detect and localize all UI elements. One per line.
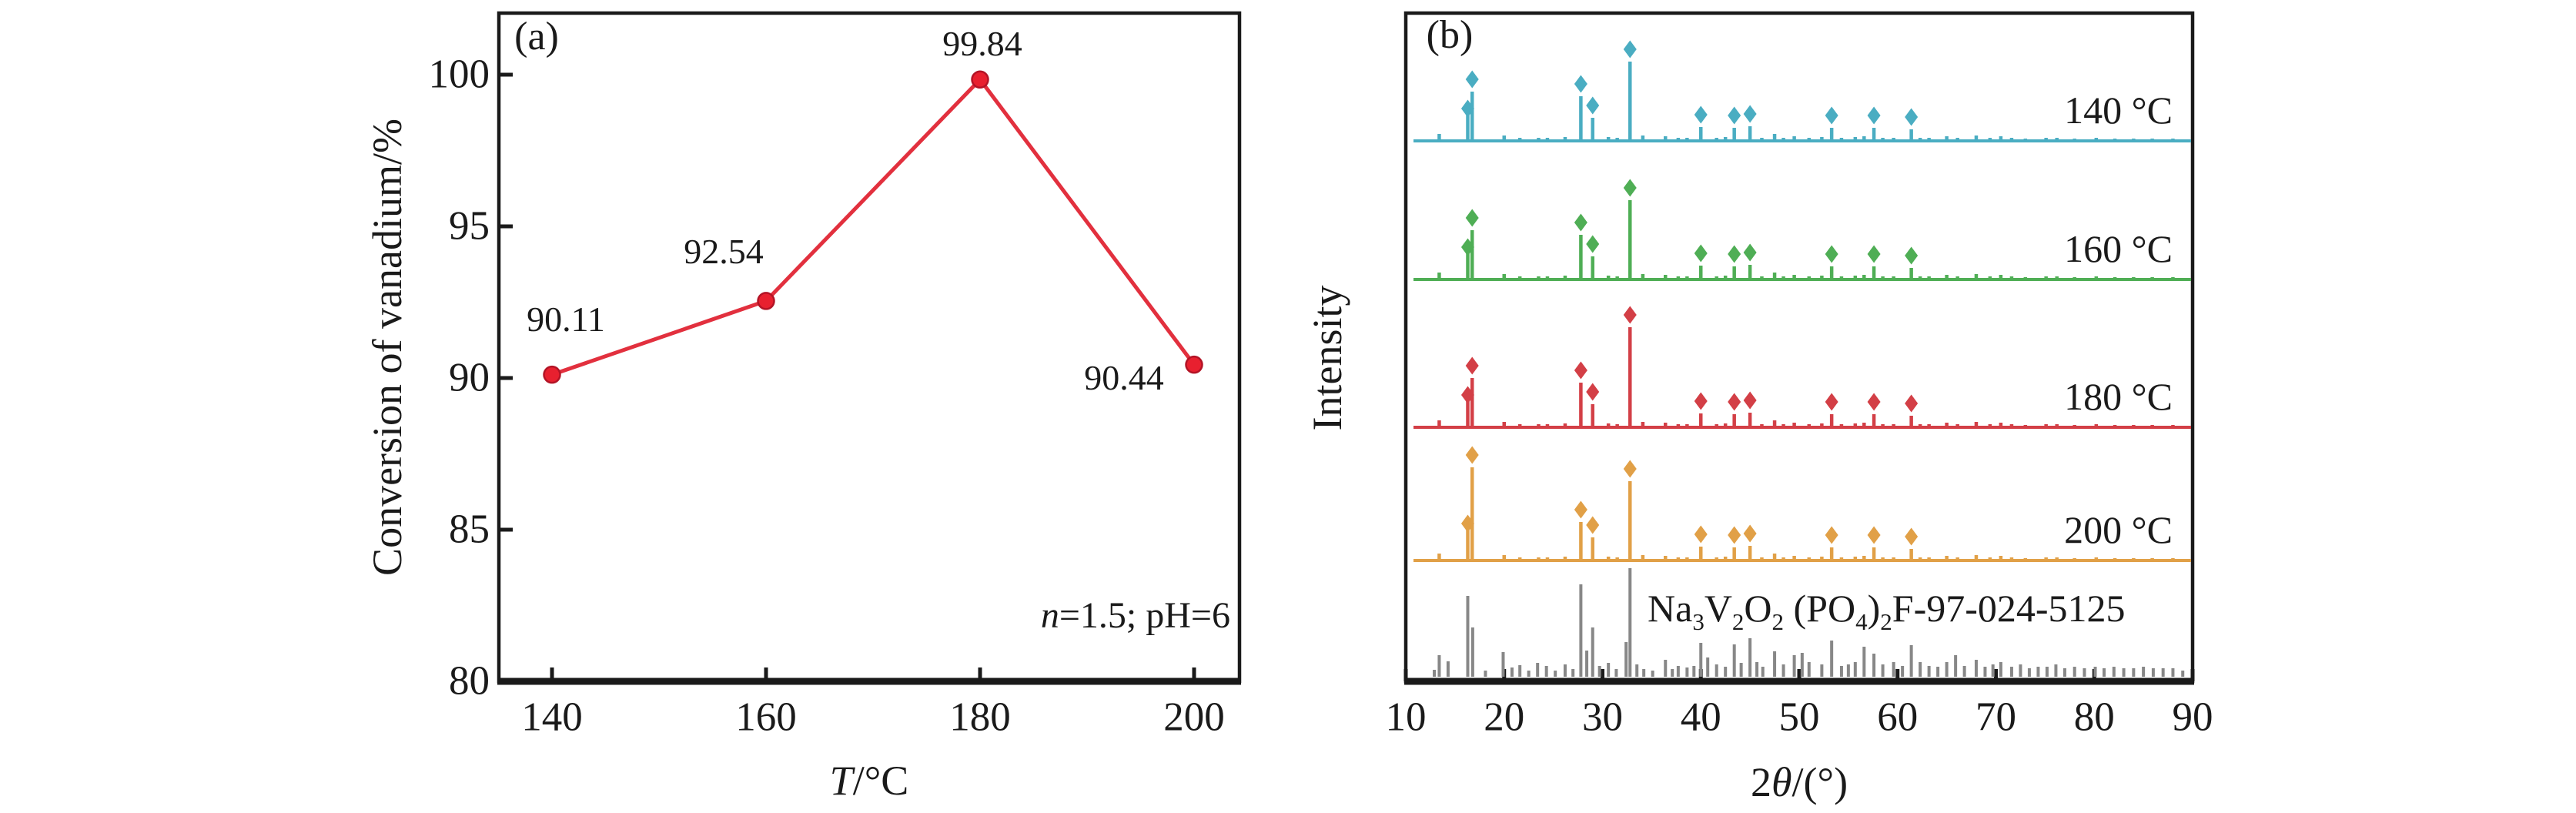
panel-a-x-tick-label-160: 160: [735, 694, 797, 740]
peak-marker-diamond-0-29: [1586, 96, 1600, 115]
peak-marker-diamond-3-32.8: [1623, 460, 1637, 478]
series-label-3: 200 °C: [2064, 508, 2173, 551]
conversion-point-140: [543, 365, 561, 384]
panel-b-x-tick-label-50: 50: [1778, 694, 1820, 740]
peak-marker-diamond-2-43.4: [1728, 393, 1741, 411]
panel-b-x-tick-label-90: 90: [2172, 694, 2213, 740]
peak-marker-diamond-1-45: [1743, 243, 1757, 262]
peak-marker-diamond-0-57.6: [1867, 106, 1881, 125]
reference-pattern-label: Na3V2O2 (PO4)2F-97-024-5125: [1648, 587, 2126, 635]
panel-a-tag: (a): [514, 15, 559, 59]
peak-marker-diamond-1-53.3: [1825, 245, 1838, 263]
point-value-label-1: 92.54: [684, 231, 764, 271]
peak-marker-diamond-3-53.3: [1825, 526, 1838, 544]
panel-a-y-tick-label-80: 80: [449, 658, 490, 704]
peak-marker-diamond-2-16.75: [1465, 356, 1479, 375]
peak-marker-diamond-3-61.4: [1905, 527, 1919, 546]
panel-b-x-tick-label-80: 80: [2073, 694, 2115, 740]
panel-a-y-tick-label-85: 85: [449, 507, 490, 552]
peak-marker-diamond-1-32.8: [1623, 179, 1637, 197]
panel-a-y-tick-label-95: 95: [449, 203, 490, 249]
peak-marker-diamond-2-29: [1586, 383, 1600, 401]
panel-b-tag: (b): [1426, 13, 1474, 57]
peak-marker-diamond-0-32.8: [1623, 40, 1637, 59]
peak-marker-diamond-2-57.6: [1867, 393, 1881, 411]
peak-marker-diamond-3-27.8: [1574, 500, 1587, 519]
point-value-label-2: 99.84: [942, 24, 1022, 64]
peak-marker-diamond-2-45: [1743, 391, 1757, 410]
peak-marker-diamond-2-40: [1694, 392, 1708, 410]
panel-a-x-axis-label: T/°C: [829, 758, 909, 804]
point-value-label-0: 90.11: [527, 299, 605, 339]
peak-marker-diamond-1-27.8: [1574, 213, 1587, 232]
peak-marker-diamond-0-53.3: [1825, 106, 1838, 125]
panel-a-x-tick-label-200: 200: [1163, 694, 1225, 740]
panel-b-x-tick-label-60: 60: [1877, 694, 1919, 740]
peak-marker-diamond-0-40: [1694, 105, 1708, 124]
panel-b-x-tick-label-70: 70: [1975, 694, 2016, 740]
peak-marker-diamond-3-57.6: [1867, 526, 1881, 544]
peak-marker-diamond-1-16.75: [1465, 209, 1479, 227]
panel-b-x-tick-label-40: 40: [1680, 694, 1721, 740]
panel-a-x-tick-label-180: 180: [949, 694, 1011, 740]
panel-b-x-tick-label-20: 20: [1484, 694, 1525, 740]
peak-marker-diamond-0-16.75: [1465, 70, 1479, 89]
peak-marker-diamond-3-40: [1694, 525, 1708, 544]
peak-marker-diamond-1-43.4: [1728, 245, 1741, 263]
peak-marker-diamond-0-45: [1743, 105, 1757, 123]
peak-marker-diamond-0-61.4: [1905, 108, 1919, 126]
panel-a-y-tick-label-100: 100: [428, 52, 490, 97]
peak-marker-diamond-3-45: [1743, 524, 1757, 543]
panel-b-x-tick-label-30: 30: [1582, 694, 1623, 740]
peak-marker-diamond-2-53.3: [1825, 393, 1838, 411]
peak-marker-diamond-2-27.8: [1574, 361, 1587, 380]
panel-a-condition-annotation: n=1.5; pH=6: [1040, 595, 1230, 636]
series-label-2: 180 °C: [2064, 375, 2173, 418]
peak-marker-diamond-3-16.75: [1465, 446, 1479, 464]
panel-a-y-axis-label: Conversion of vanadium/%: [364, 119, 410, 576]
peak-marker-diamond-3-29: [1586, 516, 1600, 534]
point-value-label-3: 90.44: [1084, 357, 1164, 397]
panel-b-x-axis-label: 2θ/(°): [1750, 759, 1848, 805]
panel-b-y-axis-label: Intensity: [1304, 285, 1350, 431]
peak-marker-diamond-1-29: [1586, 235, 1600, 253]
peak-marker-diamond-0-43.4: [1728, 106, 1741, 125]
peak-marker-diamond-0-27.8: [1574, 75, 1587, 93]
panel-b-x-tick-label-10: 10: [1385, 694, 1427, 740]
series-label-1: 160 °C: [2064, 227, 2173, 270]
conversion-point-180: [971, 70, 989, 89]
conversion-line: [551, 77, 1196, 377]
panel-a-frame: [497, 11, 1242, 684]
conversion-point-200: [1185, 355, 1203, 374]
peak-marker-diamond-3-43.4: [1728, 526, 1741, 544]
panel-a-x-tick-label-140: 140: [521, 694, 583, 740]
peak-marker-diamond-2-32.8: [1623, 306, 1637, 324]
conversion-point-160: [757, 292, 775, 310]
panel-a-y-tick-label-90: 90: [449, 355, 490, 400]
peak-marker-diamond-1-40: [1694, 244, 1708, 263]
peak-marker-diamond-1-57.6: [1867, 245, 1881, 263]
peak-marker-diamond-2-61.4: [1905, 394, 1919, 413]
series-label-0: 140 °C: [2064, 89, 2173, 132]
peak-marker-diamond-1-61.4: [1905, 246, 1919, 265]
